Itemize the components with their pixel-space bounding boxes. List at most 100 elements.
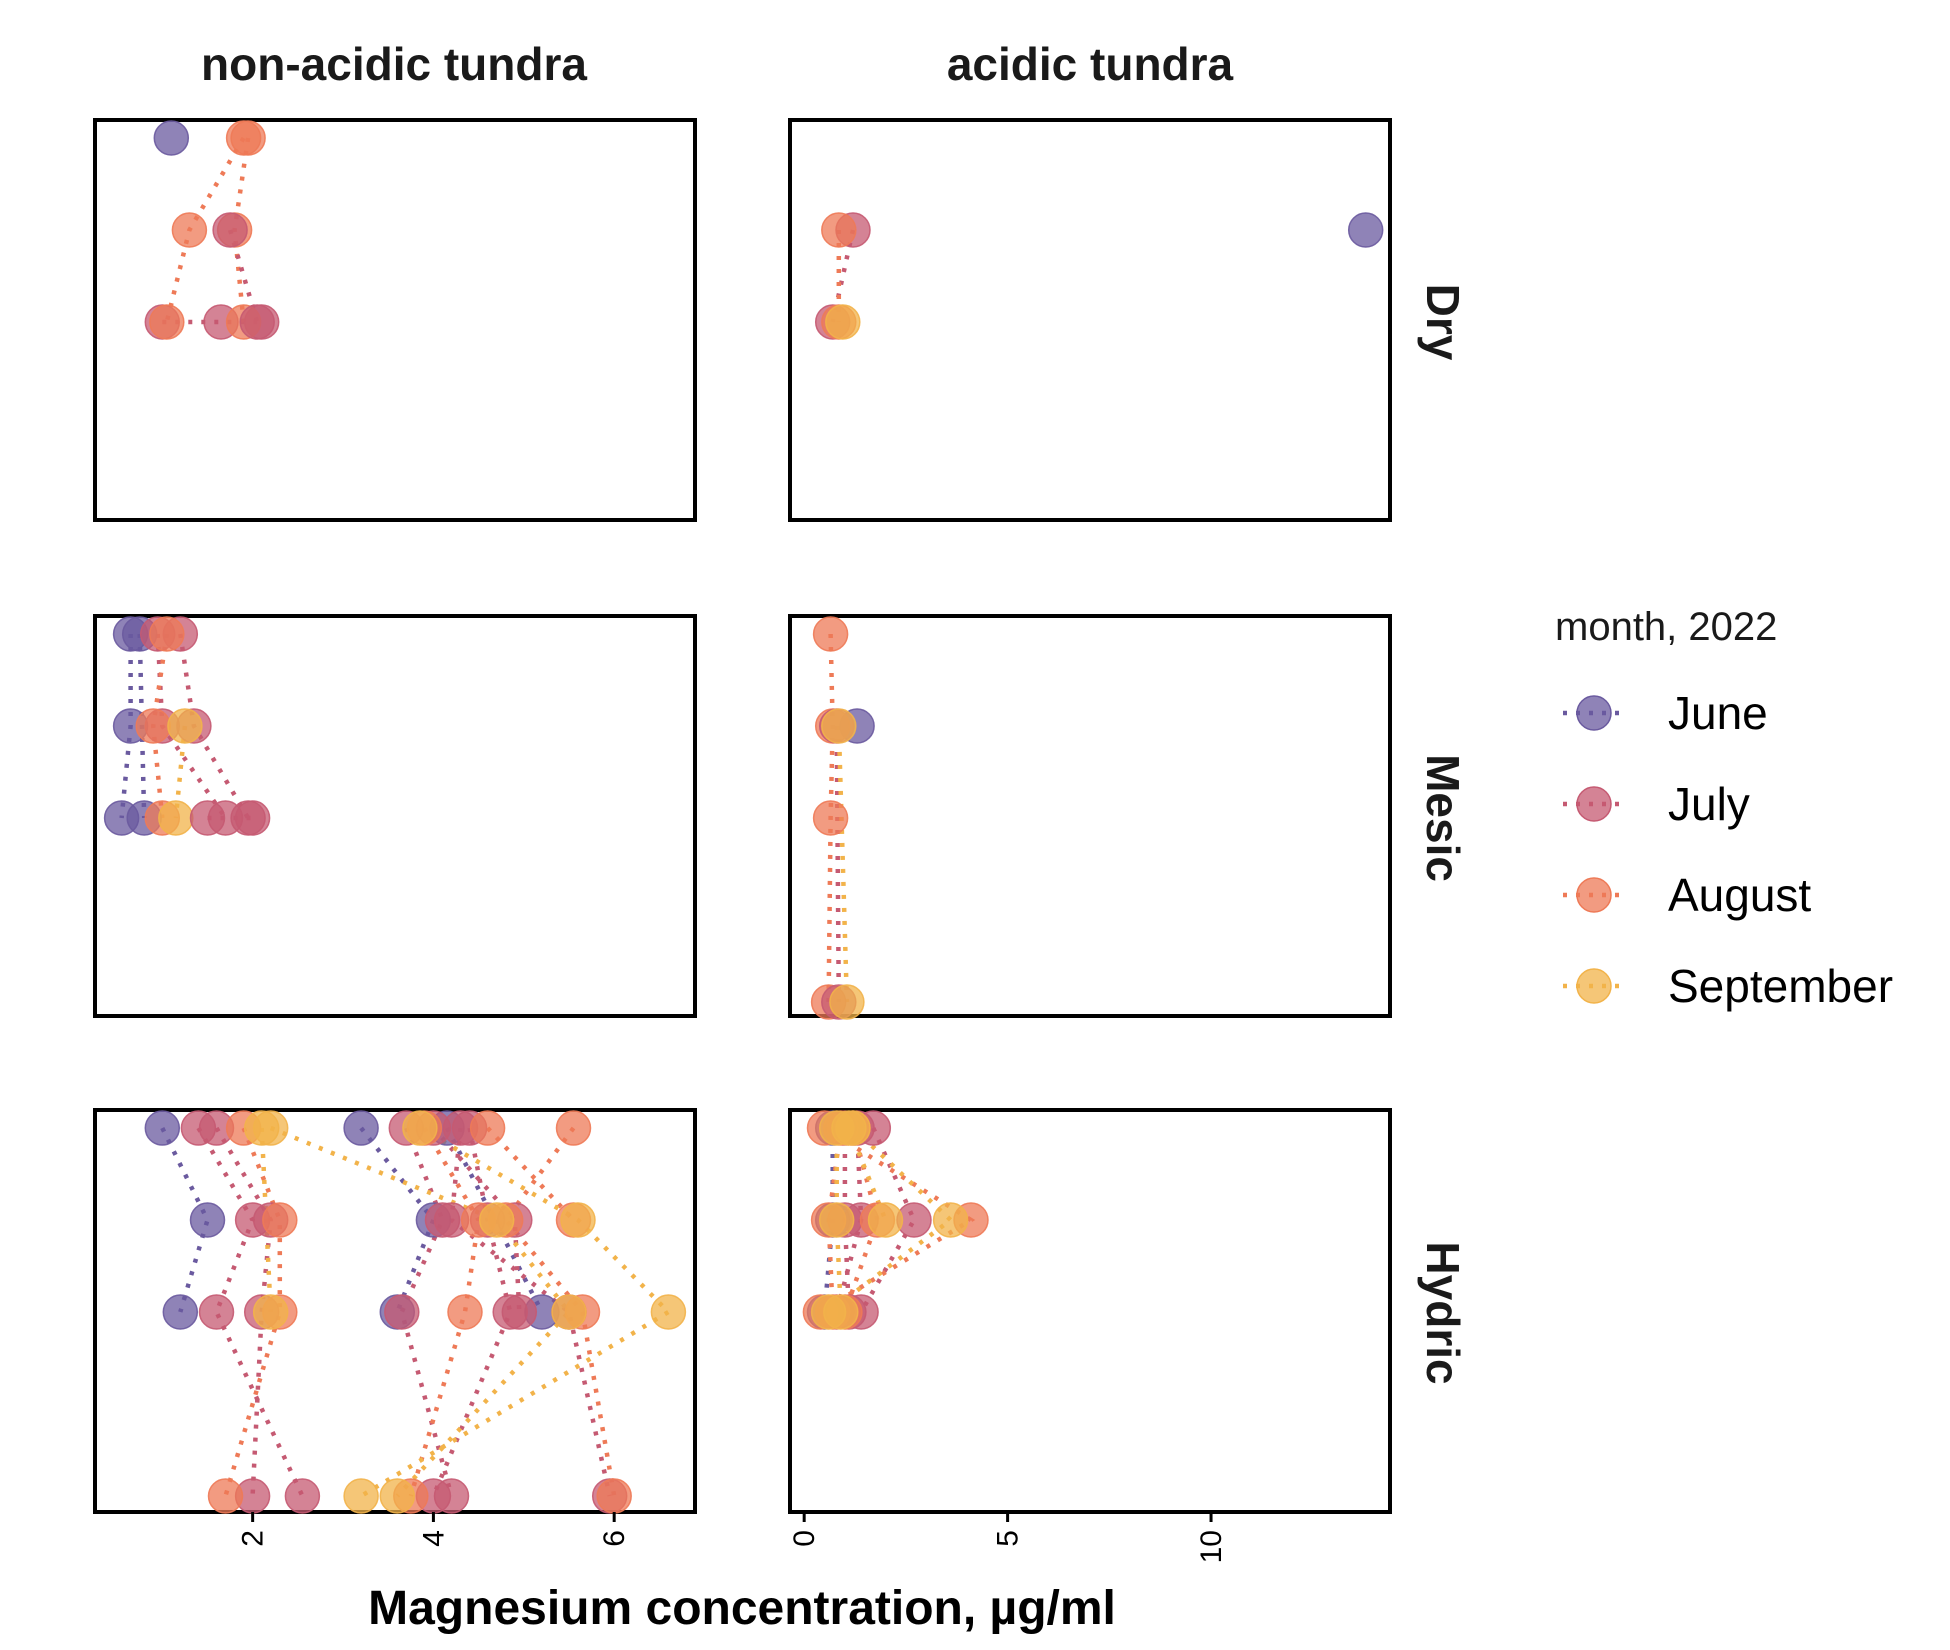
- data-point-september: [551, 1294, 587, 1330]
- data-point-july: [384, 1294, 420, 1330]
- legend-marker: [1576, 695, 1612, 731]
- x-tick-label: 2: [237, 1530, 270, 1547]
- legend-item-june: June: [1563, 687, 1768, 739]
- x-tick-label: 4: [417, 1530, 450, 1547]
- profile-line-september: [359, 1126, 673, 1498]
- panels-layer: 2 4 6 0 5 10: [93, 118, 1392, 1563]
- profile-line-july: [859, 1127, 917, 1314]
- data-point-september: [823, 1294, 859, 1330]
- x-tick-label: 0: [788, 1530, 821, 1547]
- data-point-august: [821, 212, 857, 248]
- row-label-hydric: Hydric: [1417, 1241, 1469, 1384]
- data-point-august: [469, 1110, 506, 1146]
- profile-line-june: [445, 1126, 544, 1314]
- legend-item-august: August: [1563, 869, 1811, 921]
- data-point-august: [447, 1294, 483, 1330]
- data-point-june: [153, 120, 190, 156]
- panel-frame-dry-acidic: [788, 118, 1392, 522]
- data-point-august: [812, 616, 849, 652]
- row-label-mesic: Mesic: [1417, 754, 1469, 882]
- x-tick-label: 5: [992, 1530, 1025, 1547]
- data-point-august: [135, 708, 171, 744]
- panel-frame-mesic-non-acidic: [93, 614, 697, 1018]
- data-point-september: [478, 1202, 515, 1238]
- data-point-september: [252, 1294, 289, 1330]
- data-point-september: [560, 1202, 596, 1238]
- data-point-september: [650, 1294, 687, 1330]
- data-point-september: [867, 1202, 904, 1238]
- data-point-september: [825, 304, 861, 340]
- data-point-september: [831, 1110, 867, 1146]
- column-label-non-acidic: non-acidic tundra: [201, 38, 587, 90]
- profile-line-august: [223, 1127, 283, 1497]
- legend: month, 2022 June July August September: [1555, 605, 1893, 1012]
- data-point-september: [818, 1202, 855, 1238]
- data-point-september: [821, 708, 857, 744]
- data-point-september: [829, 984, 865, 1020]
- legend-title: month, 2022: [1555, 605, 1777, 649]
- panel-frame-mesic-acidic: [788, 614, 1392, 1018]
- legend-label: July: [1668, 778, 1750, 830]
- data-point-july: [284, 1478, 321, 1514]
- data-point-august: [812, 800, 849, 836]
- data-point-august: [596, 1478, 632, 1514]
- data-point-september: [158, 800, 194, 836]
- data-point-august: [555, 1110, 592, 1146]
- profile-line-august: [485, 1126, 576, 1222]
- data-point-september: [167, 708, 203, 744]
- panel-frame-hydric-acidic: [788, 1108, 1392, 1514]
- legend-item-september: September: [1563, 960, 1893, 1012]
- legend-item-july: July: [1563, 778, 1750, 830]
- panel-data-dry-non-acidic: [144, 120, 280, 340]
- data-point-september: [932, 1202, 969, 1238]
- data-point-september: [379, 1478, 416, 1514]
- data-point-june: [343, 1110, 379, 1146]
- legend-label: June: [1668, 687, 1768, 739]
- x-tick-label: 10: [1195, 1530, 1228, 1563]
- data-point-september: [343, 1478, 379, 1514]
- legend-label: September: [1668, 960, 1893, 1012]
- data-point-august: [149, 616, 185, 652]
- data-point-august: [230, 120, 266, 156]
- data-point-july: [239, 304, 275, 340]
- panel-data-hydric-acidic: [802, 1110, 989, 1330]
- legend-items: June July August September: [1563, 687, 1893, 1012]
- x-tick-label: 6: [598, 1530, 631, 1547]
- data-point-august: [149, 304, 185, 340]
- row-label-dry: Dry: [1417, 284, 1469, 361]
- profile-line-august: [502, 1126, 617, 1497]
- data-point-july: [501, 1294, 538, 1330]
- data-point-august: [262, 1202, 298, 1238]
- legend-marker: [1576, 786, 1612, 822]
- panel-data-hydric-non-acidic: [144, 1110, 687, 1514]
- panel-data-mesic-acidic: [810, 616, 875, 1020]
- profile-line-july: [431, 1127, 513, 1497]
- profile-line-july: [196, 1126, 305, 1497]
- data-point-august: [207, 1478, 244, 1514]
- data-point-august: [171, 212, 208, 248]
- profile-line-august: [826, 633, 835, 1003]
- profile-line-july: [431, 1126, 522, 1313]
- data-point-july: [234, 800, 271, 836]
- profile-line-august: [408, 1126, 481, 1497]
- panel-frame-dry-non-acidic: [93, 118, 697, 522]
- data-point-june: [189, 1202, 226, 1238]
- data-point-july: [189, 800, 226, 836]
- data-point-september: [252, 1110, 289, 1146]
- legend-label: August: [1668, 869, 1811, 921]
- data-point-june: [144, 1110, 181, 1146]
- column-label-acidic: acidic tundra: [947, 38, 1234, 90]
- legend-marker: [1576, 877, 1612, 913]
- panel-data-dry-acidic: [814, 212, 1384, 340]
- panel-data-mesic-non-acidic: [103, 616, 271, 836]
- data-point-september: [402, 1110, 438, 1146]
- legend-marker: [1576, 968, 1612, 1004]
- data-point-july: [198, 1294, 235, 1330]
- data-point-july: [212, 212, 248, 248]
- x-axis-title: Magnesium concentration, µg/ml: [368, 1582, 1116, 1635]
- data-point-june: [162, 1294, 199, 1330]
- profile-line-september: [269, 1125, 572, 1498]
- profile-line-july: [214, 1126, 274, 1497]
- data-point-june: [1347, 212, 1384, 248]
